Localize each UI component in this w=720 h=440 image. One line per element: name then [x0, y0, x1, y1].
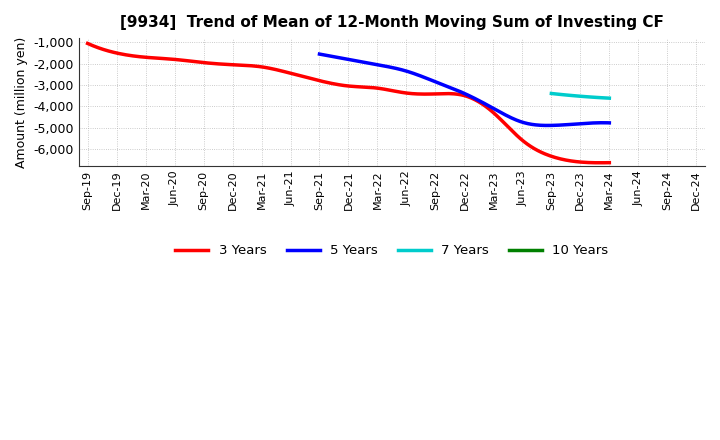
Y-axis label: Amount (million yen): Amount (million yen) — [15, 37, 28, 168]
5 Years — [487, 104, 495, 110]
7 Years — [561, 92, 570, 98]
5 Years — [579, 121, 588, 126]
3 Years — [402, 91, 411, 96]
3 Years — [605, 160, 613, 165]
7 Years — [582, 94, 590, 99]
5 Years — [560, 122, 569, 128]
Title: [9934]  Trend of Mean of 12-Month Moving Sum of Investing CF: [9934] Trend of Mean of 12-Month Moving … — [120, 15, 664, 30]
5 Years — [492, 108, 501, 113]
3 Years — [392, 89, 401, 94]
5 Years — [315, 51, 324, 57]
3 Years — [523, 142, 531, 147]
3 Years — [556, 156, 564, 161]
7 Years — [602, 95, 611, 101]
Line: 3 Years: 3 Years — [88, 44, 609, 163]
3 Years — [84, 41, 92, 46]
Line: 5 Years: 5 Years — [320, 54, 609, 125]
3 Years — [85, 41, 94, 47]
7 Years — [547, 91, 556, 96]
Legend: 3 Years, 5 Years, 7 Years, 10 Years: 3 Years, 5 Years, 7 Years, 10 Years — [170, 239, 613, 262]
7 Years — [577, 94, 585, 99]
Line: 7 Years: 7 Years — [552, 93, 609, 98]
5 Years — [605, 120, 613, 125]
3 Years — [394, 89, 402, 95]
7 Years — [605, 95, 613, 101]
3 Years — [596, 160, 605, 165]
5 Years — [316, 51, 325, 57]
7 Years — [558, 92, 567, 97]
5 Years — [543, 123, 552, 128]
5 Years — [487, 105, 496, 110]
7 Years — [600, 95, 609, 101]
